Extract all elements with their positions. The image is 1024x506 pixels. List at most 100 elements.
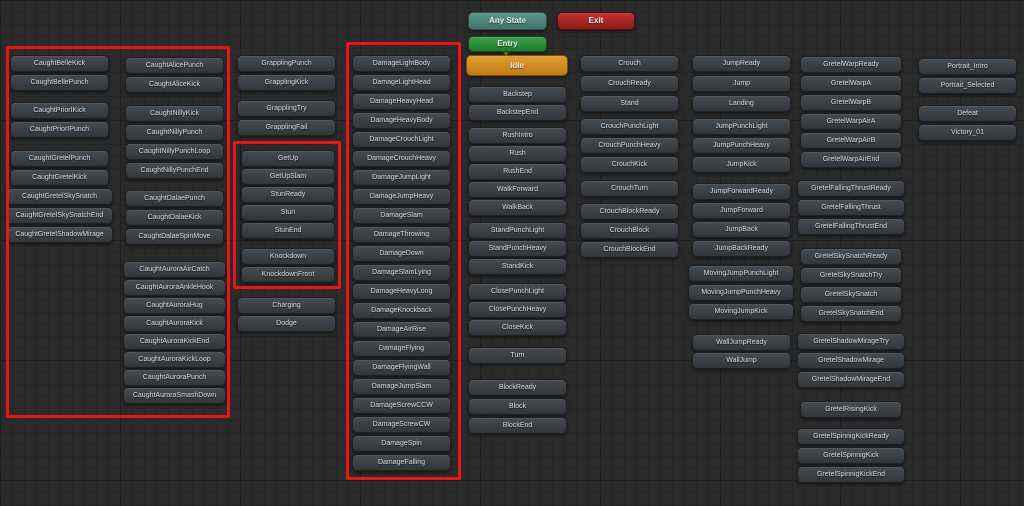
state-node[interactable]: Stun [241,204,335,221]
state-node[interactable]: GretelWarpAirB [800,132,902,149]
state-node[interactable]: StandKick [468,258,567,275]
state-node[interactable]: Portrait_Intro [918,58,1017,75]
state-node[interactable]: GetUp [241,150,335,167]
state-node[interactable]: DamageAirRise [352,321,451,338]
state-node[interactable]: GretelSpinnigKickReady [797,428,905,445]
state-node[interactable]: DamageFlying [352,340,451,357]
state-node[interactable]: CaughtAliceKick [125,76,224,93]
state-node[interactable]: JumpPunchLight [692,118,791,135]
state-node[interactable]: GretelFallingThrustReady [797,180,905,197]
state-node[interactable]: DamageDown [352,245,451,262]
state-node[interactable]: CaughtNillyPunchEnd [125,162,224,179]
state-node[interactable]: CaughtDalaeKick [125,209,224,226]
state-node[interactable]: GretelSpinnigKick [797,447,905,464]
state-node[interactable]: Jump [692,75,791,92]
state-node[interactable]: Turn [468,347,567,364]
state-node[interactable]: StunEnd [241,222,335,239]
state-node[interactable]: DamageHeavyLong [352,283,451,300]
state-node[interactable]: CaughtAlicePunch [125,57,224,74]
state-node[interactable]: CloseKick [468,319,567,336]
state-node[interactable]: GretelWarpReady [800,56,902,73]
state-node[interactable]: CrouchPunchHeavy [580,137,679,154]
state-node[interactable]: Landing [692,95,791,112]
state-node[interactable]: CaughtAuroraAnkleHook [123,279,226,296]
state-node[interactable]: MovingJumpKick [688,303,794,320]
state-node[interactable]: GretelFallingThrust [797,199,905,216]
state-node[interactable]: CaughtGretelSkySnatchEnd [6,207,113,224]
state-node[interactable]: DamageLightHead [352,74,451,91]
state-node[interactable]: ClosePunchHeavy [468,301,567,318]
state-node[interactable]: Knockdown [241,248,335,265]
state-node[interactable]: CaughtBellePunch [10,74,109,91]
state-node[interactable]: CaughtBelleKick [10,55,109,72]
state-node[interactable]: GretelSpinnigKickEnd [797,466,905,483]
state-node[interactable]: CaughtAuroraSmashDown [123,387,226,404]
state-node[interactable]: CaughtDalaePunch [125,190,224,207]
state-node[interactable]: CaughtGretelSkySnatch [6,188,113,205]
state-node[interactable]: Defeat [918,105,1017,122]
state-node[interactable]: Charging [237,297,336,314]
state-node[interactable]: DamageJumpHeavy [352,188,451,205]
node-entry[interactable]: Entry [468,36,547,52]
state-node[interactable]: Block [468,398,567,415]
state-node[interactable]: CaughtAuroraKickLoop [123,351,226,368]
state-node[interactable]: DamageFalling [352,454,451,471]
state-node[interactable]: CrouchKick [580,156,679,173]
state-node[interactable]: WalkForward [468,181,567,198]
state-node[interactable]: CaughtDalaeSpinMove [125,228,224,245]
state-node[interactable]: Portrait_Selected [918,77,1017,94]
state-node[interactable]: GetUpSlam [241,168,335,185]
state-node[interactable]: CaughtPriorIKick [10,102,109,119]
state-node[interactable]: JumpForwardReady [692,183,791,200]
state-node[interactable]: JumpBackReady [692,240,791,257]
state-node[interactable]: CaughtAuroraKickEnd [123,333,226,350]
state-node[interactable]: CaughtNillyKick [125,105,224,122]
state-node[interactable]: CrouchBlockEnd [580,241,679,258]
state-node[interactable]: CaughtPriorIPunch [10,121,109,138]
state-node[interactable]: GretelWarpAirEnd [800,151,902,168]
state-node[interactable]: GrapplingKick [237,74,336,91]
state-node[interactable]: CrouchPunchLight [580,118,679,135]
state-node[interactable]: KnockdownFront [241,266,335,283]
state-node[interactable]: Stand [580,95,679,112]
state-node[interactable]: Dodge [237,315,336,332]
state-node[interactable]: DamageSlamLying [352,264,451,281]
state-node[interactable]: StunReady [241,186,335,203]
state-node[interactable]: DamageScrewCW [352,416,451,433]
state-node[interactable]: DamageLightBody [352,55,451,72]
state-node[interactable]: Victory_01 [918,124,1017,141]
state-node[interactable]: GretelSkySnatchReady [800,248,902,265]
state-node[interactable]: CaughtGretelPunch [10,150,109,167]
state-node[interactable]: JumpKick [692,156,791,173]
state-node[interactable]: Crouch [580,55,679,72]
state-node[interactable]: MovingJumpPunchLight [688,265,794,282]
state-node[interactable]: GretelShadowMirageTry [797,333,905,350]
state-node[interactable]: CaughtAuroraAirCatch [123,261,226,278]
state-node[interactable]: DamageKnockback [352,302,451,319]
state-node[interactable]: DamageSpin [352,435,451,452]
state-node[interactable]: GretelFallingThrustEnd [797,218,905,235]
state-node[interactable]: DamageFlyingWall [352,359,451,376]
state-node[interactable]: JumpForward [692,202,791,219]
state-node[interactable]: GretelShadowMirage [797,352,905,369]
state-node[interactable]: DamageCrouchLight [352,131,451,148]
state-node[interactable]: CaughtAuroraHug [123,297,226,314]
state-node[interactable]: GretelRisingKick [800,401,902,418]
state-node[interactable]: DamageThrowing [352,226,451,243]
state-node[interactable]: GrapplingPunch [237,55,336,72]
state-node[interactable]: GretelSkySnatchTry [800,267,902,284]
state-node[interactable]: GretelWarpAirA [800,113,902,130]
state-node[interactable]: BlockReady [468,379,567,396]
state-node[interactable]: WallJump [692,352,791,369]
state-node[interactable]: GretelWarpA [800,75,902,92]
node-any-state[interactable]: Any State [468,12,547,30]
state-node[interactable]: MovingJumpPunchHeavy [688,284,794,301]
node-idle[interactable]: Idle [466,55,568,76]
state-node[interactable]: CaughtAuroraKick [123,315,226,332]
state-node[interactable]: BlockEnd [468,417,567,434]
state-node[interactable]: StandPunchLight [468,222,567,239]
state-node[interactable]: DamageSlam [352,207,451,224]
state-node[interactable]: BackstepEnd [468,104,567,121]
state-node[interactable]: RushIntro [468,127,567,144]
